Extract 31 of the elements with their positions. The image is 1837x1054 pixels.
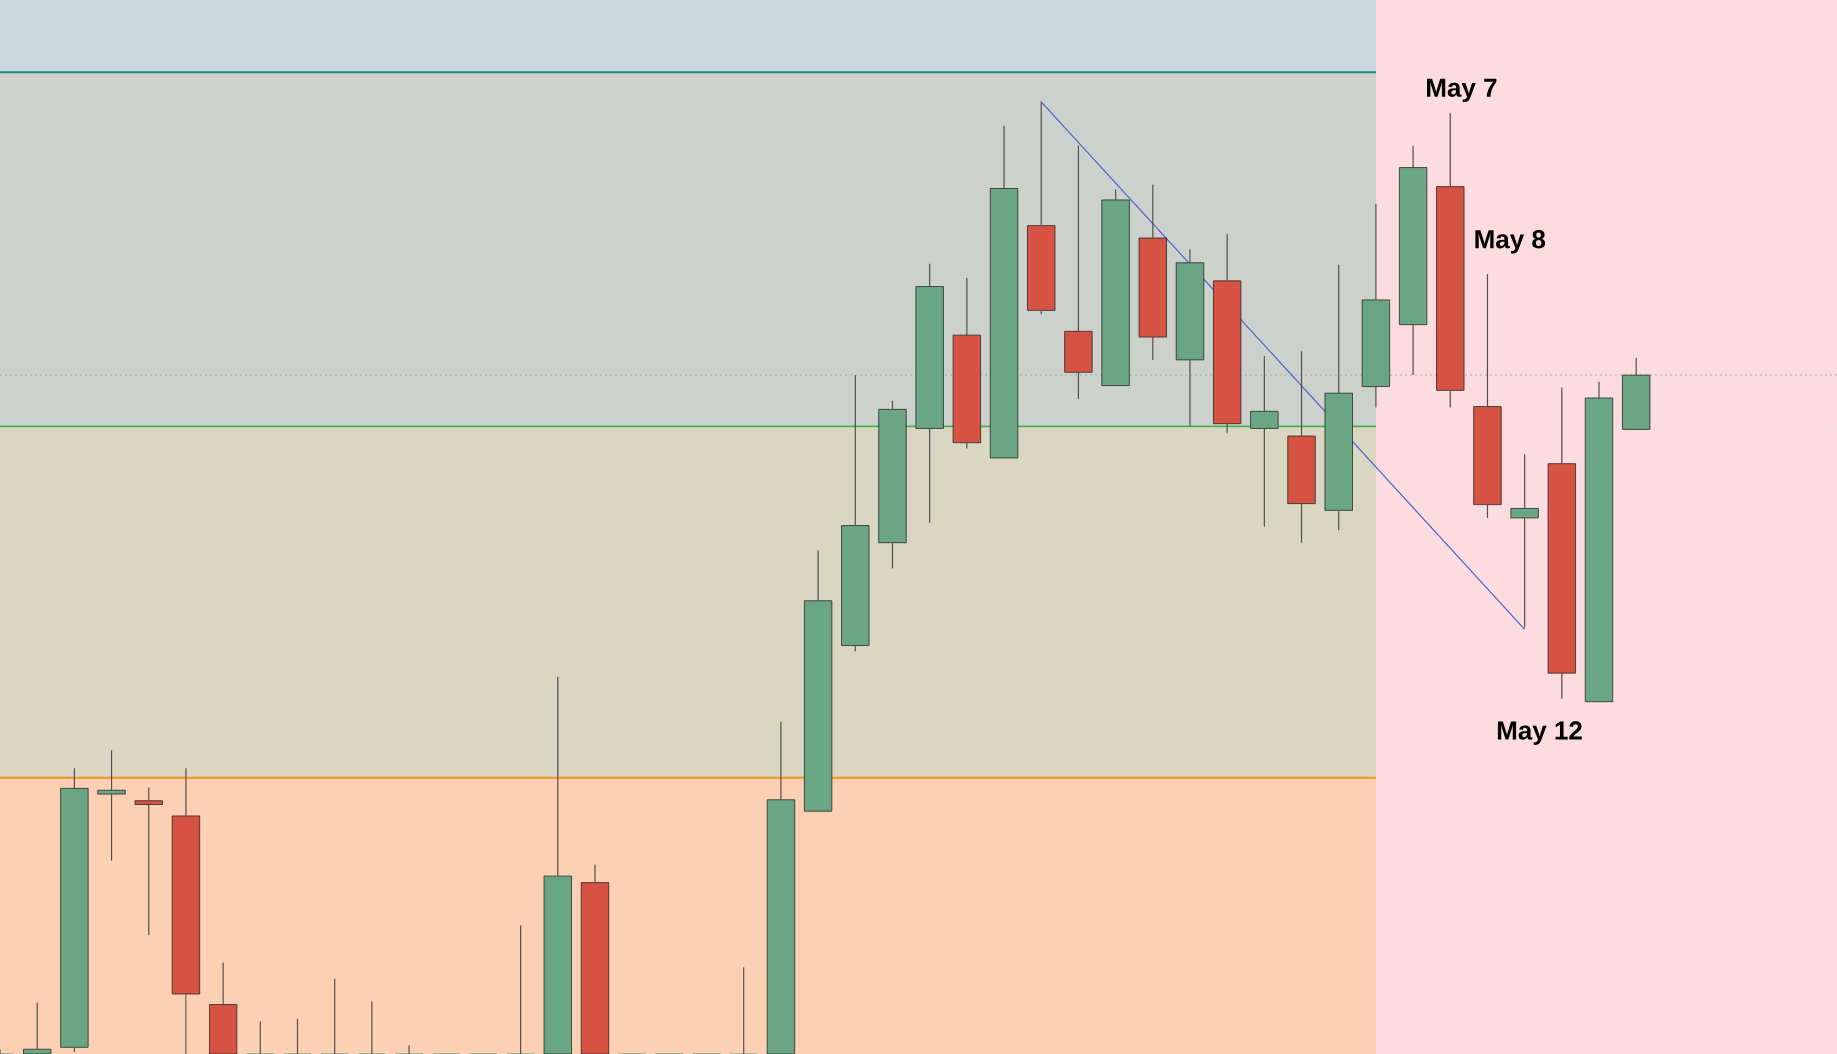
- candlestick: [580, 863, 610, 1054]
- candlestick: [1510, 453, 1539, 629]
- candlestick: [171, 767, 201, 1054]
- candlestick: [208, 961, 238, 1054]
- candlestick: [320, 978, 349, 1054]
- candlestick: [729, 966, 758, 1054]
- candlestick: [23, 1001, 52, 1054]
- candlestick: [1361, 203, 1391, 409]
- candlestick: [915, 263, 944, 524]
- candlestick: [1250, 355, 1279, 528]
- candlestick: [283, 1018, 312, 1054]
- candlestick: [1064, 145, 1093, 400]
- candlestick: [1138, 184, 1167, 361]
- candlestick: [97, 749, 126, 862]
- candlestick: [1398, 145, 1428, 376]
- candlestick: [394, 1044, 424, 1054]
- candlestick: [1287, 350, 1316, 544]
- candlestick: [1584, 381, 1614, 703]
- annotation: May 8: [1475, 230, 1546, 254]
- candlestick: [952, 277, 982, 450]
- annotation: May 12: [1497, 721, 1582, 745]
- candlestick: [1175, 248, 1205, 428]
- candlestick: [803, 549, 833, 812]
- candlestick: [506, 924, 535, 1054]
- candlestick: [357, 1001, 387, 1054]
- candlestick: [766, 721, 796, 1054]
- candlestick: [543, 676, 572, 1054]
- candlestick: [1324, 264, 1353, 531]
- annotation: May 7: [1427, 78, 1497, 103]
- candlestick: [1547, 386, 1576, 700]
- candlestick: [989, 125, 1019, 459]
